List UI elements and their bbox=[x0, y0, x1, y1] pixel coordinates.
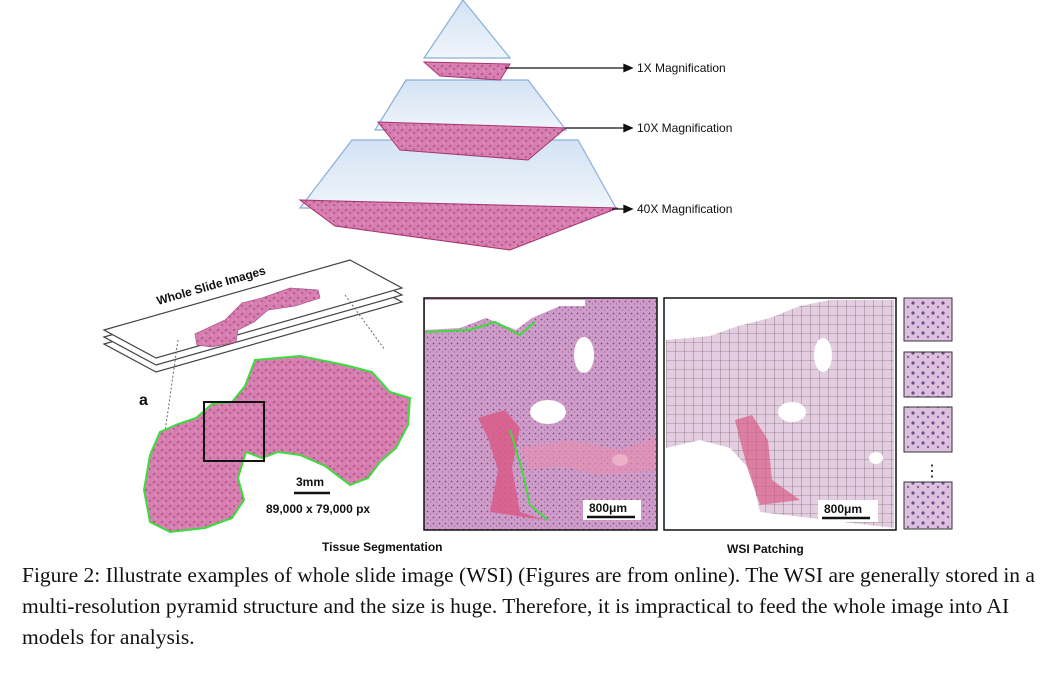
pyramid-level-40x bbox=[298, 139, 619, 251]
label-10x-magnification: 10X Magnification bbox=[637, 121, 732, 135]
patch-thumbnail-4 bbox=[903, 481, 953, 530]
slide-dimensions: 89,000 x 79,000 px bbox=[266, 502, 370, 516]
figure-illustration: 1X Magnification 10X Magnification 40X M… bbox=[102, 0, 953, 556]
pyramid-arrows bbox=[505, 63, 634, 214]
patch-scale-label: 800μm bbox=[824, 502, 862, 516]
patch-thumbnail-3 bbox=[903, 406, 953, 453]
patch-ellipsis: ⋮ bbox=[924, 463, 940, 480]
zoomed-tissue-panel: 800μm bbox=[423, 297, 658, 531]
label-40x-magnification: 40X Magnification bbox=[637, 202, 732, 216]
patch-thumbnails: ⋮ bbox=[903, 297, 953, 530]
patch-thumbnail-1 bbox=[903, 297, 953, 342]
wsi-patching-panel: 800μm bbox=[663, 297, 897, 531]
label-1x-magnification: 1X Magnification bbox=[637, 61, 726, 75]
figure-caption: Figure 2: Illustrate examples of whole s… bbox=[22, 563, 1035, 649]
zoom-region-box bbox=[203, 401, 265, 462]
pyramid-level-10x bbox=[373, 79, 568, 161]
wsi-patching-caption: WSI Patching bbox=[727, 542, 804, 556]
pyramid-level-1x bbox=[422, 0, 512, 81]
scale-bar-label: 3mm bbox=[296, 475, 324, 489]
panel-letter: a bbox=[139, 392, 148, 409]
magnification-pyramid: 1X Magnification 10X Magnification 40X M… bbox=[298, 0, 732, 251]
zoom-scale-label: 800μm bbox=[589, 501, 627, 515]
tissue-segmentation-image: 3mm 89,000 x 79,000 px bbox=[142, 354, 412, 534]
patch-thumbnail-2 bbox=[903, 351, 953, 398]
tissue-segmentation-caption: Tissue Segmentation bbox=[322, 540, 442, 554]
